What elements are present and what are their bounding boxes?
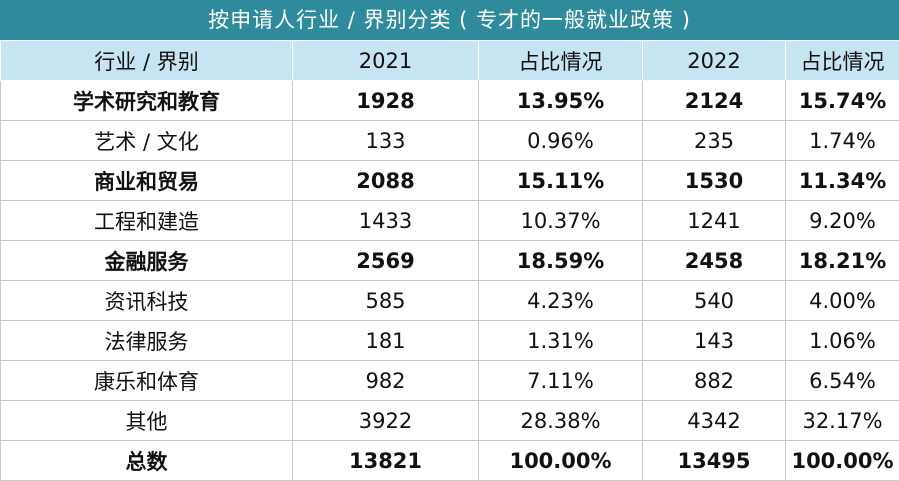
table-cell: 18.59% <box>478 240 643 281</box>
table-cell: 学术研究和教育 <box>0 80 293 121</box>
table-row: 金融服务 2569 18.59% 2458 18.21% <box>0 240 899 281</box>
table-cell: 4342 <box>642 400 786 441</box>
table-cell: 1928 <box>292 80 479 121</box>
table-cell: 6.54% <box>785 360 899 401</box>
table-row: 艺术 / 文化 133 0.96% 235 1.74% <box>0 120 899 161</box>
table-cell: 181 <box>292 320 479 361</box>
table-cell: 总数 <box>0 440 293 481</box>
table-cell: 2088 <box>292 160 479 201</box>
table-cell: 其他 <box>0 400 293 441</box>
table-cell: 4.00% <box>785 280 899 321</box>
table-cell: 0.96% <box>478 120 643 161</box>
table-cell: 133 <box>292 120 479 161</box>
table-cell: 1.74% <box>785 120 899 161</box>
table-cell: 2569 <box>292 240 479 281</box>
table-row: 总数 13821 100.00% 13495 100.00% <box>0 440 899 481</box>
table-cell: 2124 <box>642 80 786 121</box>
table-cell: 15.11% <box>478 160 643 201</box>
header-cell: 占比情况 <box>478 40 643 81</box>
table-row: 商业和贸易 2088 15.11% 1530 11.34% <box>0 160 899 201</box>
table-cell: 资讯科技 <box>0 280 293 321</box>
table-cell: 143 <box>642 320 786 361</box>
table-cell: 法律服务 <box>0 320 293 361</box>
table-cell: 金融服务 <box>0 240 293 281</box>
table-cell: 1433 <box>292 200 479 241</box>
table-cell: 28.38% <box>478 400 643 441</box>
table-cell: 882 <box>642 360 786 401</box>
table-cell: 4.23% <box>478 280 643 321</box>
table-cell: 982 <box>292 360 479 401</box>
header-row: 行业 / 界别 2021 占比情况 2022 占比情况 <box>0 40 899 81</box>
table-body: 学术研究和教育 1928 13.95% 2124 15.74% 艺术 / 文化 133 0.9… <box>0 80 899 481</box>
table-cell: 康乐和体育 <box>0 360 293 401</box>
table-cell: 15.74% <box>785 80 899 121</box>
data-table: 行业 / 界别 2021 占比情况 2022 占比情况 学术研究和教育 1928 13.95… <box>0 40 899 481</box>
table-row: 学术研究和教育 1928 13.95% 2124 15.74% <box>0 80 899 121</box>
table-cell: 13821 <box>292 440 479 481</box>
header-cell: 占比情况 <box>785 40 899 81</box>
table-row: 康乐和体育 982 7.11% 882 6.54% <box>0 360 899 401</box>
table-cell: 585 <box>292 280 479 321</box>
table-cell: 13.95% <box>478 80 643 121</box>
table-row: 资讯科技 585 4.23% 540 4.00% <box>0 280 899 321</box>
header-cell: 2022 <box>642 40 786 81</box>
table-cell: 工程和建造 <box>0 200 293 241</box>
table-cell: 3922 <box>292 400 479 441</box>
table-cell: 9.20% <box>785 200 899 241</box>
table-cell: 235 <box>642 120 786 161</box>
table-cell: 1.31% <box>478 320 643 361</box>
table-row: 法律服务 181 1.31% 143 1.06% <box>0 320 899 361</box>
table-cell: 7.11% <box>478 360 643 401</box>
table-cell: 11.34% <box>785 160 899 201</box>
table-cell: 商业和贸易 <box>0 160 293 201</box>
table-cell: 1241 <box>642 200 786 241</box>
header-cell: 行业 / 界别 <box>0 40 293 81</box>
header-cell: 2021 <box>292 40 479 81</box>
table-cell: 540 <box>642 280 786 321</box>
table-cell: 18.21% <box>785 240 899 281</box>
table-row: 工程和建造 1433 10.37% 1241 9.20% <box>0 200 899 241</box>
table-row: 其他 3922 28.38% 4342 32.17% <box>0 400 899 441</box>
table-cell: 13495 <box>642 440 786 481</box>
table-cell: 10.37% <box>478 200 643 241</box>
table-cell: 100.00% <box>478 440 643 481</box>
table-cell: 1.06% <box>785 320 899 361</box>
table-cell: 100.00% <box>785 440 899 481</box>
table-cell: 32.17% <box>785 400 899 441</box>
table-title: 按申请人行业 / 界别分类 ( 专才的一般就业政策 ) <box>0 0 899 40</box>
table-cell: 2458 <box>642 240 786 281</box>
table-cell: 1530 <box>642 160 786 201</box>
table-cell: 艺术 / 文化 <box>0 120 293 161</box>
